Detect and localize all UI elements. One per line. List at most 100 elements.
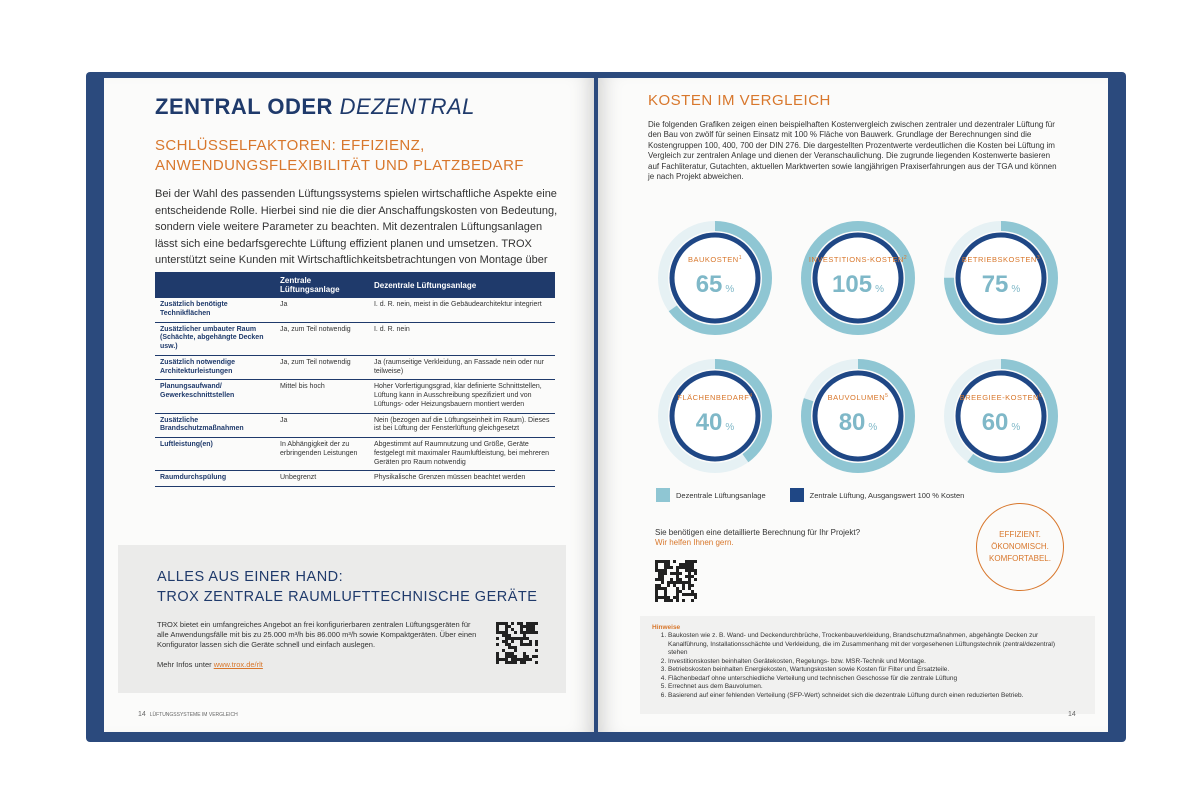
qr-module — [658, 575, 661, 578]
note: Investitionskosten beinhalten Gerätekost… — [668, 658, 1072, 666]
qr-module — [520, 643, 523, 646]
qr-module — [505, 643, 508, 646]
qr-module — [661, 587, 664, 590]
qr-module — [670, 566, 673, 569]
ring-label-text: BAUVOLUMEN — [828, 393, 886, 402]
ring-value-text: 75% — [982, 271, 1021, 298]
qr-module — [514, 646, 517, 649]
ring-value-text: 80% — [839, 409, 878, 436]
qr-module — [514, 655, 517, 658]
qr-module — [682, 593, 685, 596]
note: Flächenbedarf ohne unterschiedliche Vert… — [668, 675, 1072, 683]
notes: Hinweise Baukosten wie z. B. Wand- und D… — [652, 624, 1072, 700]
qr-module — [667, 584, 670, 587]
page-number: 14 — [1068, 711, 1076, 718]
qr-module — [679, 572, 682, 575]
qr-module — [529, 640, 532, 643]
ring-value-text: 105% — [832, 271, 884, 298]
note: Errechnet aus dem Bauvolumen. — [668, 683, 1072, 691]
qr-module — [511, 628, 514, 631]
qr-module — [676, 587, 679, 590]
table-row: Planungsaufwand/ Gewerkeschnittstellen Mi… — [155, 379, 555, 414]
qr-module — [514, 661, 517, 664]
ring-note: 4 — [749, 393, 752, 399]
qr-module — [505, 634, 508, 637]
qr-module — [682, 581, 685, 584]
table-row: Zusätzlicher umbauter Raum (Schächte, ab… — [155, 322, 555, 356]
qr-module — [688, 578, 691, 581]
note: Basierend auf einer fehlenden Verteilung… — [668, 692, 1072, 700]
ring-label-text: INVESTITIONS-KOSTEN — [809, 255, 904, 264]
qr-module — [676, 578, 679, 581]
link[interactable]: www.trox.de/rlt — [213, 660, 263, 669]
qr-module — [517, 658, 520, 661]
qr-module — [670, 572, 673, 575]
qr-module — [673, 581, 676, 584]
qr-module — [526, 658, 529, 661]
qr-module — [526, 628, 529, 631]
qr-module — [499, 622, 502, 625]
qr-module — [496, 625, 499, 628]
qr-code — [496, 622, 538, 664]
qr-module — [667, 566, 670, 569]
note: Baukosten wie z. B. Wand- und Deckendurc… — [668, 632, 1072, 657]
ring-label: BETRIEBSKOSTEN3 — [962, 255, 1040, 264]
qr-module — [688, 566, 691, 569]
table-cell: In Abhängigkeit der zu erbringenden Leis… — [275, 437, 369, 472]
box-heading: ALLES AUS EINER HAND: TROX ZENTRALE RAUM… — [157, 567, 537, 608]
qr-module — [526, 622, 529, 625]
qr-module — [655, 593, 658, 596]
table-cell: I. d. R. nein, meist in die Gebäudearchi… — [368, 298, 555, 323]
qr-module — [658, 578, 661, 581]
intro: Bei der Wahl des passenden Lüftungssyste… — [155, 188, 558, 283]
ring-unit: % — [725, 284, 734, 295]
qr-module — [691, 590, 694, 593]
page-number: 14 — [138, 711, 146, 718]
page-title: ZENTRAL ODER DEZENTRAL — [155, 94, 475, 120]
qr-module — [496, 637, 499, 640]
ring-note: 2 — [904, 255, 907, 261]
ring-note: 5 — [885, 393, 888, 399]
qr-module — [502, 658, 505, 661]
qr-module — [526, 655, 529, 658]
header-blank — [155, 272, 275, 298]
qr-module — [508, 637, 511, 640]
qr-module — [655, 569, 658, 572]
qr-module — [655, 596, 658, 599]
qr-module — [670, 581, 673, 584]
qr-module — [658, 560, 661, 563]
qr-module — [505, 631, 508, 634]
qr-module — [670, 599, 673, 602]
box-more: Mehr Infos unter www.trox.de/rlt — [157, 660, 263, 670]
qr-module — [658, 572, 661, 575]
qr-module — [520, 625, 523, 628]
qr-module — [508, 646, 511, 649]
qr-module — [664, 590, 667, 593]
qr-module — [691, 560, 694, 563]
table-cell: Ja — [275, 298, 369, 323]
qr-module — [691, 599, 694, 602]
qr-module — [688, 584, 691, 587]
ring-reference — [812, 232, 904, 324]
row-label: Luftleistung(en) — [155, 437, 275, 472]
qr-module — [523, 658, 526, 661]
qr-module — [514, 649, 517, 652]
qr-module — [532, 655, 535, 658]
table-row: Luftleistung(en) In Abhängigkeit der zu e… — [155, 437, 555, 472]
qr-module — [529, 631, 532, 634]
notes-box — [640, 616, 1095, 714]
ring-label-text: BAUKOSTEN — [688, 255, 739, 264]
qr-module — [526, 643, 529, 646]
comparison-table: Zentrale Lüftungsanlage Dezentrale Lüftun… — [155, 272, 555, 487]
qr-module — [664, 599, 667, 602]
qr-module — [529, 658, 532, 661]
qr-module — [664, 560, 667, 563]
row-label: Zusätzliche Brandschutzmaßnahmen — [155, 413, 275, 438]
qr-module — [694, 572, 697, 575]
qr-module — [505, 658, 508, 661]
ring-number: 80 — [839, 409, 866, 436]
qr-module — [523, 637, 526, 640]
qr-module — [499, 658, 502, 661]
